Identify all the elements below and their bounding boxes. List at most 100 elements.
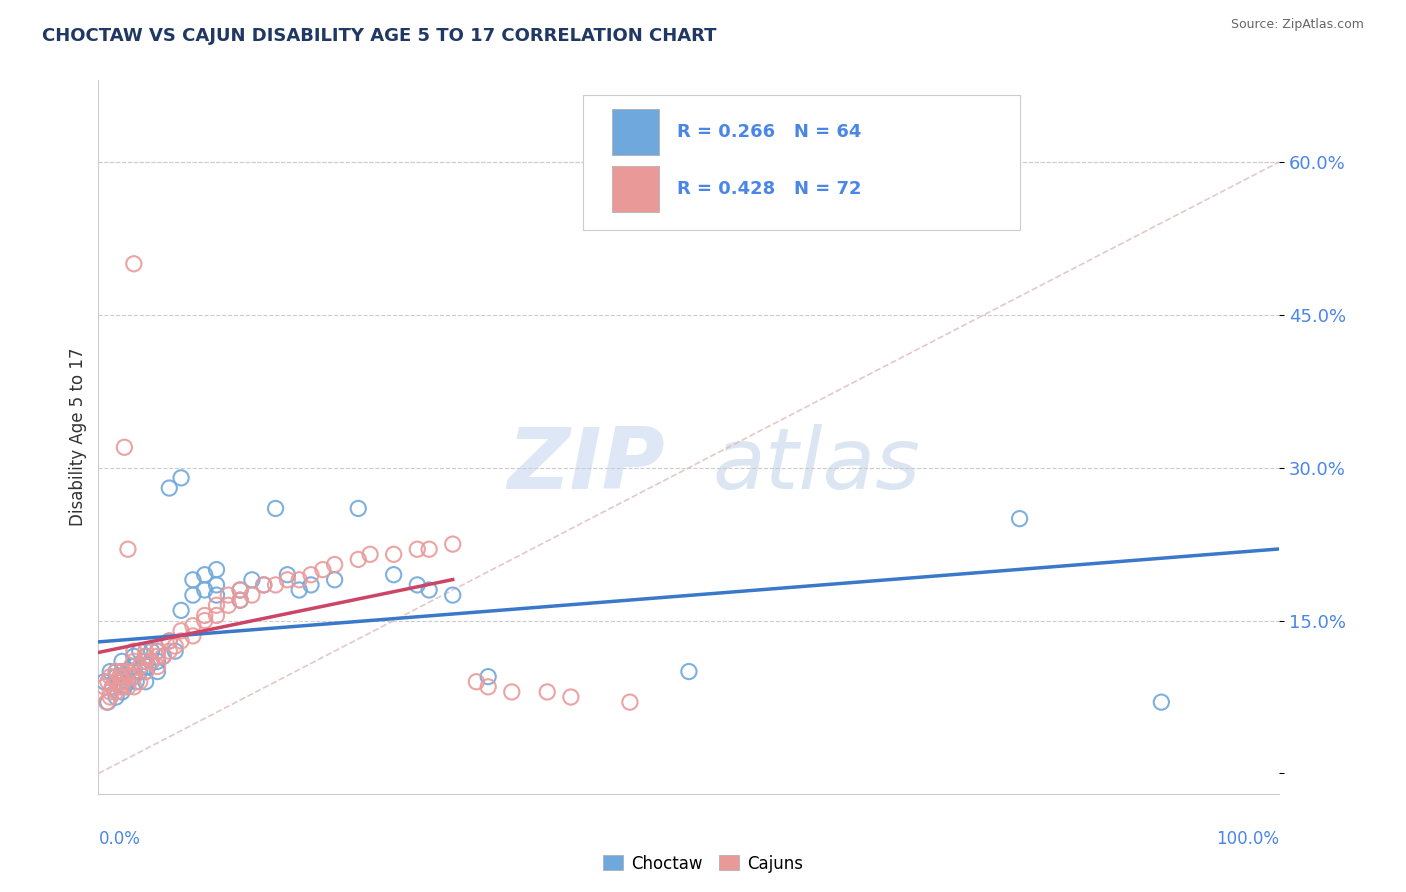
Text: R = 0.266   N = 64: R = 0.266 N = 64: [678, 123, 862, 141]
Point: [121, 659, 143, 673]
Point: [128, 659, 150, 673]
Point: [323, 558, 346, 572]
Point: [112, 670, 135, 684]
Point: [146, 665, 169, 679]
Point: [122, 670, 145, 684]
Point: [194, 608, 217, 623]
Point: [288, 573, 311, 587]
Point: [108, 670, 131, 684]
Point: [229, 593, 252, 607]
Point: [165, 644, 187, 658]
Point: [359, 547, 381, 561]
Point: [194, 614, 217, 628]
Point: [117, 674, 139, 689]
Point: [117, 665, 139, 679]
Point: [135, 665, 157, 679]
Legend: Choctaw, Cajuns: Choctaw, Cajuns: [596, 848, 810, 880]
Point: [135, 644, 157, 658]
Point: [229, 593, 252, 607]
Point: [299, 567, 322, 582]
Point: [205, 588, 228, 602]
Point: [111, 654, 134, 668]
Point: [157, 634, 180, 648]
Point: [98, 665, 121, 679]
FancyBboxPatch shape: [582, 95, 1019, 230]
Point: [181, 629, 204, 643]
Point: [122, 644, 145, 658]
Point: [157, 481, 180, 495]
Point: [105, 665, 128, 679]
Point: [122, 659, 145, 673]
Point: [157, 634, 180, 648]
Point: [101, 680, 124, 694]
Point: [276, 573, 298, 587]
Point: [157, 644, 180, 658]
Point: [105, 665, 128, 679]
Point: [240, 573, 263, 587]
Point: [112, 680, 135, 694]
Point: [97, 695, 120, 709]
Point: [229, 582, 252, 597]
Point: [97, 674, 120, 689]
Point: [117, 680, 139, 694]
Bar: [612, 166, 659, 212]
Point: [217, 599, 239, 613]
Point: [122, 670, 145, 684]
Point: [128, 644, 150, 658]
Point: [101, 680, 124, 694]
Point: [406, 542, 429, 557]
Point: [264, 501, 287, 516]
Point: [105, 670, 128, 684]
Point: [619, 695, 641, 709]
Point: [560, 690, 582, 704]
Point: [170, 471, 193, 485]
Point: [136, 659, 159, 673]
Point: [111, 674, 134, 689]
Point: [111, 685, 134, 699]
Point: [146, 654, 169, 668]
Point: [105, 690, 128, 704]
Text: Source: ZipAtlas.com: Source: ZipAtlas.com: [1230, 18, 1364, 31]
Point: [128, 674, 150, 689]
Y-axis label: Disability Age 5 to 17: Disability Age 5 to 17: [69, 348, 87, 526]
Point: [229, 582, 252, 597]
Point: [135, 649, 157, 664]
Point: [253, 578, 276, 592]
Point: [146, 644, 169, 658]
Point: [152, 649, 174, 664]
Point: [141, 654, 163, 668]
Point: [111, 680, 134, 694]
Point: [135, 654, 157, 668]
Point: [135, 649, 157, 664]
Point: [312, 563, 335, 577]
Text: atlas: atlas: [713, 424, 921, 508]
Point: [347, 552, 370, 566]
Text: ZIP: ZIP: [508, 424, 665, 508]
Point: [170, 603, 193, 617]
Point: [1150, 695, 1173, 709]
Point: [152, 649, 174, 664]
Point: [347, 501, 370, 516]
Text: 100.0%: 100.0%: [1216, 830, 1279, 847]
Point: [122, 680, 145, 694]
Point: [406, 578, 429, 592]
Point: [205, 608, 228, 623]
Point: [117, 665, 139, 679]
Point: [477, 680, 499, 694]
Point: [299, 578, 322, 592]
Point: [1008, 511, 1031, 525]
Point: [165, 639, 187, 653]
Point: [146, 649, 169, 664]
Point: [122, 654, 145, 668]
Point: [141, 654, 163, 668]
Point: [501, 685, 523, 699]
Point: [141, 644, 163, 658]
Point: [146, 659, 169, 673]
Text: CHOCTAW VS CAJUN DISABILITY AGE 5 TO 17 CORRELATION CHART: CHOCTAW VS CAJUN DISABILITY AGE 5 TO 17 …: [42, 27, 717, 45]
Point: [122, 665, 145, 679]
Point: [112, 670, 135, 684]
Point: [135, 665, 157, 679]
Point: [477, 670, 499, 684]
Point: [240, 588, 263, 602]
Point: [98, 670, 121, 684]
